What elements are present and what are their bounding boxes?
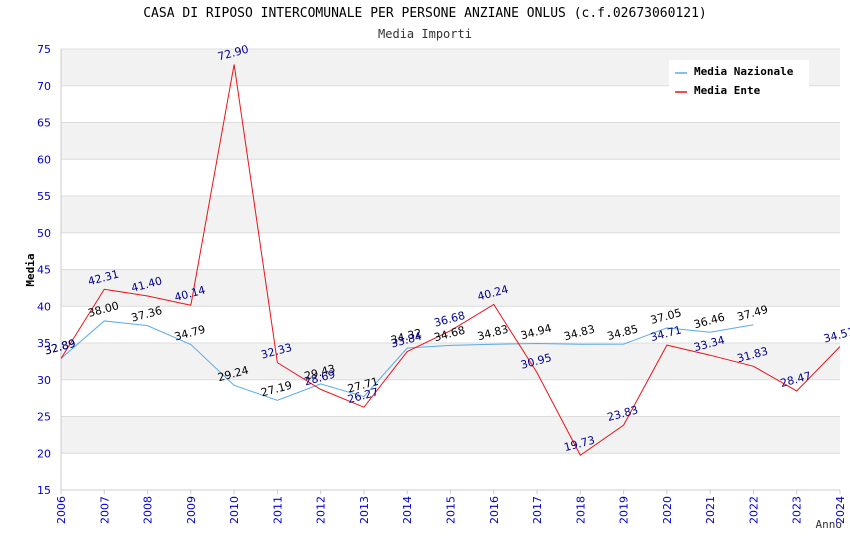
y-tick-label: 65 xyxy=(37,117,51,130)
data-label: 36.46 xyxy=(692,311,726,332)
y-tick-label: 60 xyxy=(37,153,51,166)
series-lines xyxy=(60,64,841,456)
y-tick-label: 30 xyxy=(37,374,51,387)
x-axis-ticks: 2006 2007 2008 2009 2010 2011 2012 2013 2014 2015… xyxy=(55,490,847,524)
x-tick-label: 2017 xyxy=(531,496,544,524)
plot-band xyxy=(61,269,840,307)
x-tick-label: 2024 xyxy=(834,496,847,524)
data-label: 34.83 xyxy=(563,323,597,344)
x-tick-label: 2020 xyxy=(661,496,674,524)
x-tick-label: 2022 xyxy=(747,496,760,524)
data-label: 34.51 xyxy=(822,325,850,346)
data-label: 37.36 xyxy=(130,304,164,325)
x-tick-label: 2006 xyxy=(55,496,68,524)
x-axis-label: Anno xyxy=(816,518,843,531)
legend-label-media-nazionale: Media Nazionale xyxy=(694,65,794,78)
x-tick-label: 2016 xyxy=(488,496,501,524)
x-tick-label: 2021 xyxy=(704,496,717,524)
legend-box xyxy=(669,60,809,102)
data-label: 34.79 xyxy=(173,323,207,344)
x-tick-label: 2018 xyxy=(574,496,587,524)
chart-title: CASA DI RIPOSO INTERCOMUNALE PER PERSONE… xyxy=(143,6,707,21)
y-tick-label: 25 xyxy=(37,411,51,424)
x-tick-label: 2010 xyxy=(228,496,241,524)
data-label: 34.71 xyxy=(649,323,683,344)
legend-label-media-ente: Media Ente xyxy=(694,84,761,97)
y-tick-label: 55 xyxy=(37,190,51,203)
y-tick-label: 50 xyxy=(37,227,51,240)
legend: Media Nazionale Media Ente xyxy=(669,60,809,102)
y-axis-label: Media xyxy=(24,253,37,286)
series-line-media-nazionale xyxy=(60,320,754,401)
y-tick-label: 45 xyxy=(37,264,51,277)
plot-bands xyxy=(61,49,840,454)
y-tick-label: 15 xyxy=(37,484,51,497)
x-tick-label: 2023 xyxy=(791,496,804,524)
plot-band xyxy=(61,122,840,160)
x-tick-label: 2013 xyxy=(358,496,371,524)
x-tick-label: 2011 xyxy=(271,496,284,524)
y-tick-label: 40 xyxy=(37,300,51,313)
x-tick-label: 2014 xyxy=(401,496,414,524)
y-tick-label: 75 xyxy=(37,43,51,56)
y-tick-label: 35 xyxy=(37,337,51,350)
x-tick-label: 2015 xyxy=(445,496,458,524)
data-label: 34.83 xyxy=(476,323,510,344)
chart-subtitle: Media Importi xyxy=(378,27,472,41)
plot-band xyxy=(61,343,840,380)
y-axis-ticks: 15 20 25 30 35 40 45 50 55 60 65 70 75 xyxy=(37,43,51,497)
plot-band xyxy=(61,196,840,233)
plot-band xyxy=(61,416,840,454)
y-tick-label: 70 xyxy=(37,80,51,93)
x-tick-label: 2009 xyxy=(185,496,198,524)
x-tick-label: 2012 xyxy=(315,496,328,524)
x-tick-label: 2007 xyxy=(98,496,111,524)
x-tick-label: 2008 xyxy=(142,496,155,524)
data-label: 34.94 xyxy=(519,322,553,343)
series-line-media-ente xyxy=(60,64,841,456)
x-tick-label: 2019 xyxy=(618,496,631,524)
y-tick-label: 20 xyxy=(37,447,51,460)
